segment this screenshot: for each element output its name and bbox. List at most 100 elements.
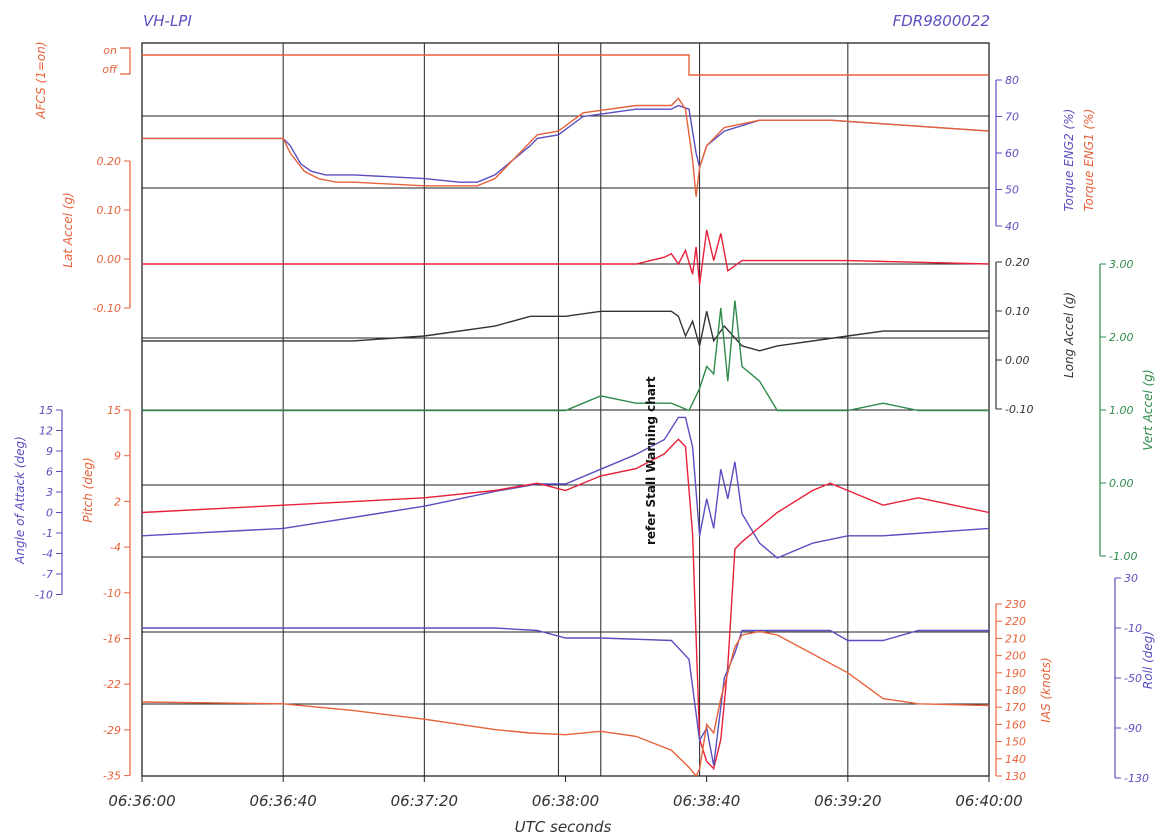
series-long-accel-line xyxy=(142,310,989,352)
aircraft-registration: VH-LPI xyxy=(143,12,192,30)
pitch-tick-label: -22 xyxy=(103,678,121,691)
torque-tick-label: 40 xyxy=(1005,220,1019,233)
ias-tick-label: 140 xyxy=(1005,753,1026,766)
aoa-tick-label: -1 xyxy=(42,527,53,540)
ias-tick-label: 150 xyxy=(1005,736,1026,749)
x-tick-label: 06:36:00 xyxy=(108,792,175,810)
roll-tick-label: 30 xyxy=(1124,572,1138,585)
pitch-tick-label: -29 xyxy=(103,724,121,737)
series-lat-accel-line xyxy=(142,229,990,285)
roll-tick-label: -90 xyxy=(1124,722,1142,735)
aoa-tick-label: 15 xyxy=(39,404,53,417)
ias-tick-label: 170 xyxy=(1005,701,1026,714)
lat-accel-tick-label: 0.10 xyxy=(97,204,122,217)
aoa-tick-label: -7 xyxy=(42,568,53,581)
pitch-tick-label: 15 xyxy=(107,404,121,417)
x-axis-label: UTC seconds xyxy=(515,818,612,836)
series-angle-of-attack-line xyxy=(141,416,990,559)
pitch-tick-label: -35 xyxy=(103,770,121,783)
roll-label: Roll (deg) xyxy=(1141,631,1155,689)
ias-tick-label: 190 xyxy=(1005,667,1026,680)
roll-axis: 30 -10 -50 -90 -130 xyxy=(1114,572,1149,785)
vert-accel-tick-label: 2.00 xyxy=(1109,331,1134,344)
vert-accel-tick-label: 0.00 xyxy=(1109,477,1134,490)
torque-eng1-label: Torque ENG1 (%) xyxy=(1082,109,1096,212)
vert-accel-axis: 3.00 2.00 1.00 0.00 -1.00 xyxy=(1099,258,1137,563)
aoa-tick-label: -4 xyxy=(42,548,53,561)
ias-tick-label: 130 xyxy=(1005,770,1026,783)
ias-label: IAS (knots) xyxy=(1039,657,1053,722)
ias-tick-label: 220 xyxy=(1005,615,1026,628)
long-accel-tick-label: 0.00 xyxy=(1005,354,1030,367)
torque-tick-label: 60 xyxy=(1005,147,1019,160)
long-accel-label: Long Accel (g) xyxy=(1062,292,1076,378)
aoa-tick-label: -10 xyxy=(35,589,53,602)
series-roll-line xyxy=(142,627,989,766)
pitch-tick-label: 9 xyxy=(114,450,121,463)
torque-tick-label: 70 xyxy=(1005,111,1019,124)
x-tick-label: 06:40:00 xyxy=(955,792,1022,810)
time-gridlines xyxy=(282,43,849,776)
aoa-tick-label: 9 xyxy=(46,445,53,458)
roll-tick-label: -50 xyxy=(1124,672,1142,685)
lat-accel-axis: 0.20 0.10 0.00 -0.10 xyxy=(93,155,131,315)
pitch-axis: 15 9 2 -4 -10 -16 -22 -29 -35 xyxy=(103,404,131,783)
torque-eng2-label: Torque ENG2 (%) xyxy=(1062,109,1076,212)
svg-text:on: on xyxy=(103,44,117,57)
series-ias-line xyxy=(141,630,990,778)
afcs-axis-label: AFCS (1=on) xyxy=(34,41,48,119)
x-tick-label: 06:37:20 xyxy=(391,792,458,810)
ias-tick-label: 160 xyxy=(1005,718,1026,731)
vert-accel-tick-label: -1.00 xyxy=(1109,550,1137,563)
ias-tick-label: 180 xyxy=(1005,684,1026,697)
pitch-tick-label: -10 xyxy=(103,587,121,600)
series-group xyxy=(141,54,990,778)
ias-tick-label: 210 xyxy=(1005,632,1026,645)
series-afcs-line xyxy=(142,54,989,76)
long-accel-tick-label: 0.10 xyxy=(1005,305,1030,318)
aoa-axis: 15 12 9 6 3 0 -1 -4 -7 -10 xyxy=(35,404,63,602)
ias-axis: 230 220 210 200 190 180 170 160 150 140 130 xyxy=(995,598,1026,783)
aoa-tick-label: 12 xyxy=(39,425,53,438)
ias-tick-label: 200 xyxy=(1005,650,1026,663)
ias-tick-label: 230 xyxy=(1005,598,1026,611)
long-accel-tick-label: 0.20 xyxy=(1005,256,1030,269)
pitch-label: Pitch (deg) xyxy=(81,457,95,522)
vert-accel-tick-label: 1.00 xyxy=(1109,404,1134,417)
x-tick-labels: 06:36:00 06:36:40 06:37:20 06:38:00 06:38:40… xyxy=(108,776,1023,810)
torque-axis: 80 70 60 50 40 xyxy=(995,74,1019,233)
lat-accel-tick-label: -0.10 xyxy=(93,302,121,315)
vert-accel-label: Vert Accel (g) xyxy=(1141,369,1155,450)
pitch-tick-label: 2 xyxy=(114,495,121,508)
aoa-tick-label: 6 xyxy=(46,466,53,479)
fdr-file-id: FDR9800022 xyxy=(893,12,990,30)
x-tick-label: 06:36:40 xyxy=(249,792,316,810)
series-torque-eng1-line xyxy=(142,97,990,197)
svg-text:off: off xyxy=(102,63,118,76)
torque-tick-label: 50 xyxy=(1005,184,1019,197)
roll-tick-label: -130 xyxy=(1124,772,1149,785)
x-tick-label: 06:39:20 xyxy=(814,792,881,810)
pitch-tick-label: -16 xyxy=(103,633,121,646)
long-accel-tick-label: -0.10 xyxy=(1005,403,1033,416)
lat-accel-tick-label: 0.00 xyxy=(97,253,122,266)
series-torque-eng2-line xyxy=(142,104,990,183)
stall-warning-annotation: refer Stall Warning chart xyxy=(644,376,658,545)
aoa-tick-label: 0 xyxy=(46,507,53,520)
aoa-label: Angle of Attack (deg) xyxy=(13,436,27,565)
series-vert-accel-line xyxy=(142,300,989,412)
lat-accel-tick-label: 0.20 xyxy=(97,155,122,168)
x-tick-label: 06:38:00 xyxy=(532,792,599,810)
lat-accel-label: Lat Accel (g) xyxy=(61,192,75,267)
vert-accel-tick-label: 3.00 xyxy=(1109,258,1134,271)
long-accel-axis: 0.20 0.10 0.00 -0.10 xyxy=(995,256,1033,416)
series-pitch-line xyxy=(141,438,990,771)
torque-tick-label: 80 xyxy=(1005,74,1019,87)
roll-tick-label: -10 xyxy=(1124,622,1142,635)
pitch-tick-label: -4 xyxy=(110,541,121,554)
x-tick-label: 06:38:40 xyxy=(673,792,740,810)
aoa-tick-label: 3 xyxy=(46,486,53,499)
afcs-axis: on off xyxy=(102,44,131,76)
